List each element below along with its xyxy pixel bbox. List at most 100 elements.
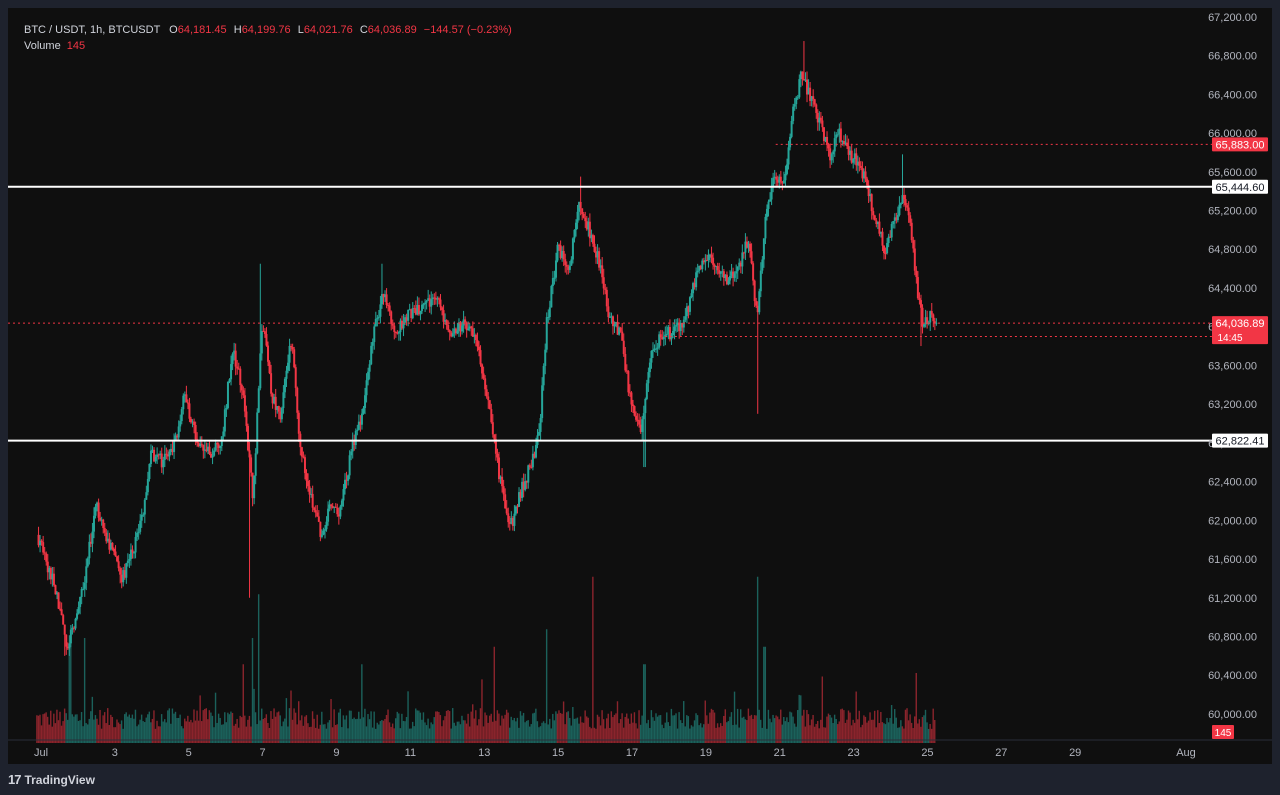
price-tick-label: 66,000.00 [1208,128,1257,140]
volume-bar [210,712,212,743]
candle-body [773,176,776,178]
candle-body [809,87,812,101]
volume-bar [227,712,229,743]
volume-bar [633,712,636,743]
volume-bar [636,728,639,743]
candle-body [345,479,348,481]
price-lines-layer [8,143,1212,442]
volume-bar [881,722,884,743]
volume-bar [168,708,171,743]
candle-body [864,171,867,179]
volume-bar [388,722,391,743]
candle-body [550,285,553,308]
volume-bar [341,727,343,743]
volume-bar [552,713,554,743]
volume-bar [664,722,666,743]
chart-area[interactable]: 67,200.00 66,800.00 66,400.00 66,000.00 65,6… [8,8,1272,764]
volume-bar [704,700,706,743]
candle-body [685,306,688,317]
candle-body [494,439,497,454]
candle-body [477,346,480,351]
price-axis-background [1212,8,1272,750]
volume-bar [809,725,811,743]
candle-body [893,217,896,222]
candle-body [551,278,554,286]
candle-body [202,444,205,451]
countdown-label: 14:45 [1217,333,1242,344]
candle-body [873,215,876,221]
volume-legend[interactable]: Volume 145 [24,38,516,54]
volume-bar [816,720,819,743]
volume-bar [193,709,195,743]
volume-bar [652,717,654,743]
symbol-label[interactable]: BTC / USDT, 1h, BTCUSDT [24,24,161,36]
volume-bar [401,713,403,743]
volume-bar [821,676,824,743]
candle-body [887,236,890,244]
candle-body [510,517,513,524]
volume-bar [273,708,275,743]
volume-bar [267,722,269,743]
volume-bar [265,714,268,743]
price-chart[interactable]: 67,200.00 66,800.00 66,400.00 66,000.00 65,6… [8,8,1272,764]
volume-bar [384,719,386,743]
volume-bar [801,715,803,743]
candle-body [151,449,154,451]
volume-bar [253,688,255,743]
tradingview-logo[interactable]: 17 TradingView [8,772,95,787]
candle-body [94,506,97,516]
volume-bar [445,710,448,743]
candle-body [267,345,270,362]
volume-bar [498,713,500,743]
candle-body [225,407,228,410]
volume-bar [912,728,914,743]
candle-body [433,297,436,299]
candle-body [721,271,724,273]
volume-bar [119,724,121,743]
candle-body [219,446,222,448]
volume-bar [350,710,352,743]
volume-bar [707,723,710,743]
candle-body [799,71,802,80]
candle-body [357,421,360,430]
volume-bar [208,710,211,743]
candle-body [72,627,75,629]
volume-bar [832,723,834,743]
volume-bar [579,716,582,743]
volume-bar [294,712,297,743]
volume-bar [82,726,84,743]
volume-bar [756,576,759,743]
candle-body [895,217,898,221]
price-tick-label: 66,400.00 [1208,89,1257,101]
volume-bar [914,716,916,743]
candle-body [879,231,882,234]
volume-bar [550,728,552,743]
candle-body [735,271,738,274]
ohlc-legend[interactable]: BTC / USDT, 1h, BTCUSDT O64,181.45 H64,1… [24,22,516,38]
volume-bar [800,695,802,743]
volume-bar [93,719,95,743]
volume-bar [703,724,705,743]
candle-body [518,492,521,507]
volume-bar [510,716,512,743]
candle-body [133,552,136,554]
volume-bar [508,727,511,743]
volume-bar [114,727,117,743]
volume-bar [884,724,887,743]
volume-bar [481,679,483,743]
volume-bar [40,725,43,743]
candle-body [193,421,196,425]
candle-body [126,560,129,564]
candle-body [839,128,842,142]
candle-body [534,444,537,458]
candle-body [154,456,157,462]
candles-layer [37,41,938,656]
candle-body [208,446,211,454]
volume-bar [598,716,600,743]
candle-body [745,241,748,248]
candle-body [796,97,799,99]
volume-bar [228,714,231,743]
volume-bar [458,721,460,743]
candle-body [404,317,407,323]
candle-body [598,251,601,268]
